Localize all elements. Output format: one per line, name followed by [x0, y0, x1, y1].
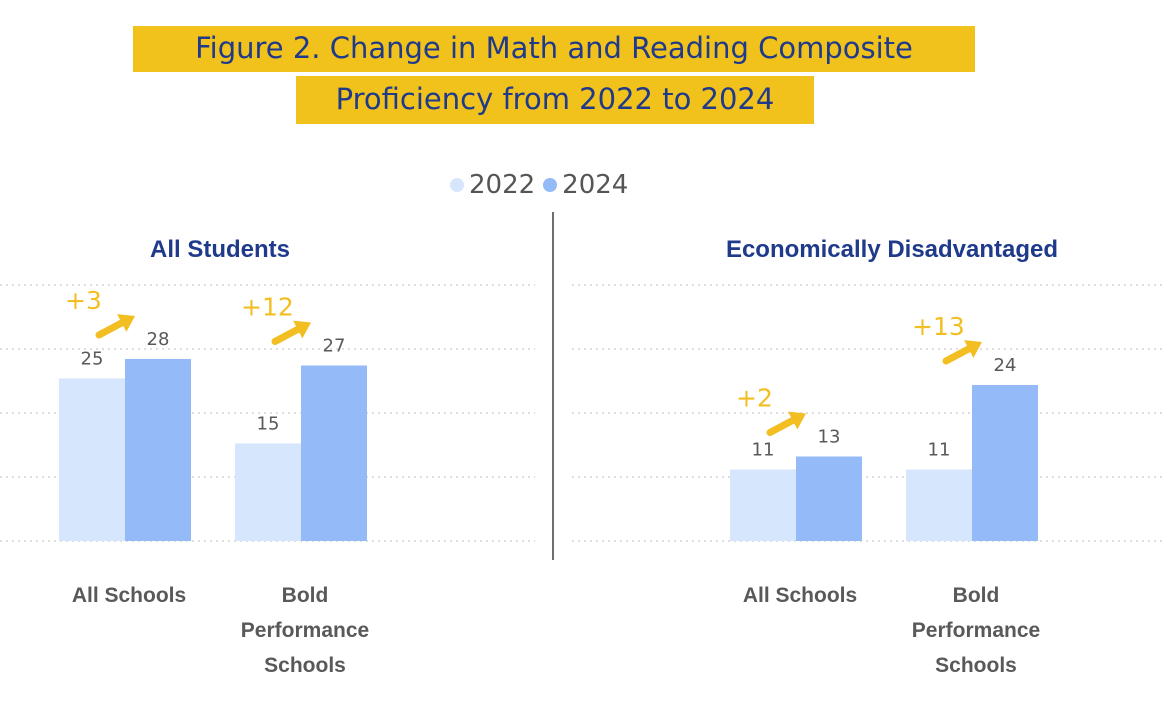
delta-label: +12: [241, 293, 294, 322]
bar-2024: [796, 456, 862, 541]
bar-2022: [906, 469, 972, 541]
chart-legend: 2022 2024: [450, 168, 636, 202]
category-label: Performance: [912, 619, 1040, 642]
category-label: Bold: [953, 584, 1000, 607]
legend-item-2024: 2024: [543, 170, 628, 200]
legend-swatch-2022: [450, 178, 464, 192]
category-label: Performance: [241, 619, 369, 642]
delta-arrow-head: [964, 340, 982, 358]
category-label: All Schools: [743, 584, 857, 607]
delta-label: +3: [65, 286, 102, 315]
delta-arrow-head: [293, 320, 311, 339]
panel-divider: [552, 212, 554, 560]
value-label-2022: 25: [81, 349, 104, 370]
value-label-2022: 11: [752, 440, 775, 461]
delta-arrow-head: [788, 411, 806, 430]
figure-title-line-2: Proficiency from 2022 to 2024: [296, 76, 814, 124]
category-label: Schools: [264, 654, 346, 677]
panel-title: All Students: [150, 236, 290, 263]
bar-2024: [125, 359, 191, 541]
bar-2024: [301, 365, 367, 541]
delta-label: +13: [912, 312, 965, 341]
value-label-2022: 11: [928, 440, 951, 461]
bar-2022: [730, 469, 796, 541]
bar-2022: [235, 443, 301, 541]
figure-title-line-1: Figure 2. Change in Math and Reading Com…: [133, 26, 975, 72]
panel-title: Economically Disadvantaged: [726, 236, 1058, 263]
delta-arrow-head: [117, 314, 135, 332]
value-label-2024: 27: [323, 336, 346, 357]
value-label-2024: 28: [147, 329, 170, 350]
delta-label: +2: [736, 384, 773, 413]
legend-label-2022: 2022: [469, 170, 536, 200]
legend-swatch-2024: [543, 178, 558, 192]
value-label-2024: 24: [994, 355, 1017, 376]
bar-2022: [59, 378, 125, 541]
category-label: All Schools: [72, 584, 186, 607]
bar-2024: [972, 385, 1038, 541]
value-label-2022: 15: [257, 414, 280, 435]
legend-label-2024: 2024: [562, 170, 629, 200]
category-label: Bold: [282, 584, 329, 607]
category-label: Schools: [935, 654, 1017, 677]
value-label-2024: 13: [818, 427, 841, 448]
legend-item-2022: 2022: [450, 170, 535, 200]
